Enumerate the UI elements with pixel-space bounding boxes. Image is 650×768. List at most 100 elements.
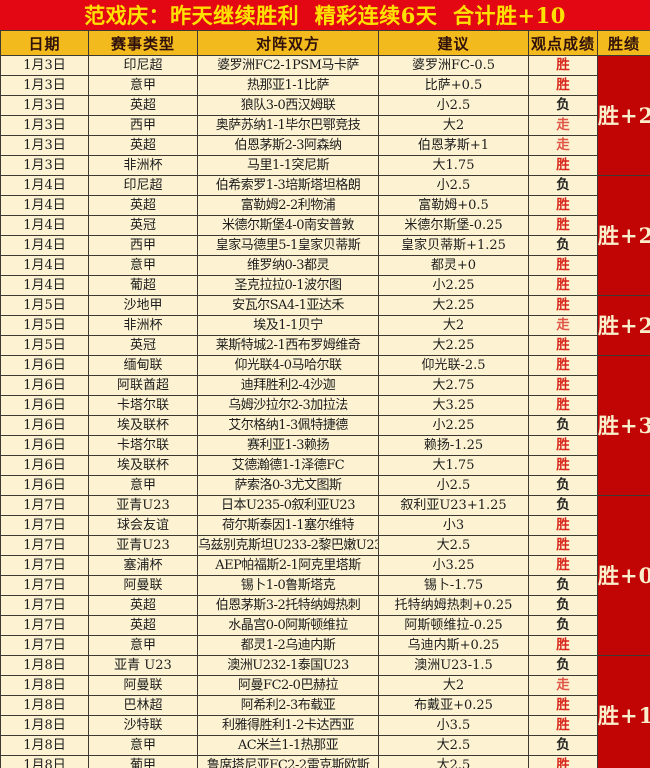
matchup-cell: 伯恩茅斯3-2托特纳姆热刺 [197,595,379,616]
matchup-cell: 荷尔斯泰因1-1塞尔维特 [197,515,379,536]
date-cell: 1月4日 [0,255,89,276]
header-row: 日期 赛事类型 对阵双方 建议 观点成绩 胜绩 [0,30,650,56]
matchup-cell: 富勒姆2-2利物浦 [197,195,379,216]
table-row: 1月7日 球会友谊 荷尔斯泰因1-1塞尔维特 小3 胜 [0,515,650,536]
league-cell: 意甲 [88,475,198,496]
tip-cell: 大2 [378,315,529,336]
tip-cell: 大2.5 [378,735,529,756]
table-row: 1月4日 葡超 圣克拉拉0-1波尔图 小2.25 胜 [0,275,650,296]
matchup-cell: 圣克拉拉0-1波尔图 [197,275,379,296]
league-cell: 亚青 U23 [88,655,198,676]
league-cell: 意甲 [88,635,198,656]
tip-cell: 婆罗洲FC-0.5 [378,55,529,76]
matchup-cell: 伯希索罗1-3培斯塔坦格朗 [197,175,379,196]
league-cell: 巴林超 [88,695,198,716]
tip-cell: 大2.25 [378,295,529,316]
date-cell: 1月6日 [0,415,89,436]
matchup-cell: 阿曼FC2-0巴赫拉 [197,675,379,696]
league-cell: 意甲 [88,75,198,96]
table-row: 1月7日 塞浦杯 AEP帕福斯2-1阿克里塔斯 小3.25 胜 [0,555,650,576]
table-row: 1月8日 阿曼联 阿曼FC2-0巴赫拉 大2 走 [0,675,650,696]
table-row: 1月6日 卡塔尔联 乌姆沙拉尔2-3加拉法 大3.25 胜 [0,395,650,416]
result-cell: 胜 [528,515,598,536]
league-cell: 葡超 [88,275,198,296]
league-cell: 埃及联杯 [88,415,198,436]
league-cell: 阿曼联 [88,575,198,596]
tip-cell: 米德尔斯堡-0.25 [378,215,529,236]
table-row: 1月3日 非洲杯 马里1-1突尼斯 大1.75 胜 [0,155,650,176]
column-header-date: 日期 [0,30,89,56]
league-cell: 西甲 [88,235,198,256]
result-cell: 胜 [528,555,598,576]
result-cell: 负 [528,495,598,516]
column-header-league: 赛事类型 [88,30,198,56]
matchup-cell: 水晶宫0-0阿斯顿维拉 [197,615,379,636]
date-cell: 1月3日 [0,135,89,156]
result-cell: 胜 [528,55,598,76]
tip-cell: 皇家贝蒂斯+1.25 [378,235,529,256]
result-cell: 胜 [528,75,598,96]
column-header-tip: 建议 [378,30,529,56]
matchup-cell: 婆罗洲FC2-1PSM马卡萨 [197,55,379,76]
result-cell: 负 [528,235,598,256]
table-row: 1月6日 意甲 萨索洛0-3尤文图斯 小2.5 负 [0,475,650,496]
matchup-cell: 埃及1-1贝宁 [197,315,379,336]
table-row: 1月6日 阿联酋超 迪拜胜利2-4沙迦 大2.75 胜 [0,375,650,396]
table-row: 1月8日 意甲 AC米兰1-1热那亚 大2.5 负 [0,735,650,756]
record-cell: 胜+3 [597,355,650,496]
result-cell: 负 [528,595,598,616]
result-cell: 负 [528,575,598,596]
league-cell: 沙地甲 [88,295,198,316]
table-row: 1月4日 英冠 米德尔斯堡4-0南安普敦 米德尔斯堡-0.25 胜 [0,215,650,236]
result-cell: 胜 [528,635,598,656]
league-cell: 亚青U23 [88,495,198,516]
table-row: 1月3日 印尼超 婆罗洲FC2-1PSM马卡萨 婆罗洲FC-0.5 胜胜+2 [0,55,650,176]
result-cell: 负 [528,475,598,496]
table-row: 1月7日 亚青U23 日本U235-0叙利亚U23 叙利亚U23+1.25 负胜+0 [0,495,650,656]
date-cell: 1月7日 [0,555,89,576]
record-cell: 胜+2 [597,175,650,296]
league-cell: 英超 [88,595,198,616]
table-row: 1月4日 印尼超 伯希索罗1-3培斯塔坦格朗 小2.5 负胜+2 [0,175,650,296]
tip-cell: 仰光联-2.5 [378,355,529,376]
date-cell: 1月6日 [0,455,89,476]
date-cell: 1月7日 [0,495,89,516]
date-cell: 1月8日 [0,755,89,768]
league-cell: 英超 [88,135,198,156]
league-cell: 非洲杯 [88,155,198,176]
tip-cell: 托特纳姆热刺+0.25 [378,595,529,616]
table-row: 1月4日 英超 富勒姆2-2利物浦 富勒姆+0.5 胜 [0,195,650,216]
league-cell: 阿联酋超 [88,375,198,396]
result-cell: 负 [528,655,598,676]
matchup-cell: 乌兹别克斯坦U233-2黎巴嫩U23 [197,535,379,556]
league-cell: 非洲杯 [88,315,198,336]
result-cell: 走 [528,315,598,336]
date-cell: 1月7日 [0,515,89,536]
result-cell: 胜 [528,215,598,236]
column-header-matchup: 对阵双方 [197,30,379,56]
record-cell: 胜+1 [597,655,650,768]
league-cell: 英超 [88,615,198,636]
matchup-cell: 奥萨苏纳1-1毕尔巴鄂竞技 [197,115,379,136]
tip-cell: 小3.5 [378,715,529,736]
result-cell: 胜 [528,355,598,376]
league-cell: 球会友谊 [88,515,198,536]
result-cell: 胜 [528,695,598,716]
tip-cell: 小2.25 [378,275,529,296]
tip-cell: 富勒姆+0.5 [378,195,529,216]
table-row: 1月8日 巴林超 阿希利2-3布载亚 布戴亚+0.25 胜 [0,695,650,716]
date-cell: 1月6日 [0,395,89,416]
table-row: 1月7日 英超 水晶宫0-0阿斯顿维拉 阿斯顿维拉-0.25 负 [0,615,650,636]
result-cell: 胜 [528,435,598,456]
table-row: 1月4日 意甲 维罗纳0-3都灵 都灵+0 胜 [0,255,650,276]
table-row: 1月6日 埃及联杯 艾尔格纳1-3佩特捷德 小2.25 负 [0,415,650,436]
table-row: 1月8日 亚青 U23 澳洲U232-1泰国U23 澳洲U23-1.5 负胜+1 [0,655,650,768]
result-cell: 胜 [528,715,598,736]
league-cell: 卡塔尔联 [88,395,198,416]
date-cell: 1月6日 [0,355,89,376]
result-cell: 负 [528,415,598,436]
matchup-cell: 都灵1-2乌迪内斯 [197,635,379,656]
date-cell: 1月4日 [0,235,89,256]
result-cell: 胜 [528,275,598,296]
